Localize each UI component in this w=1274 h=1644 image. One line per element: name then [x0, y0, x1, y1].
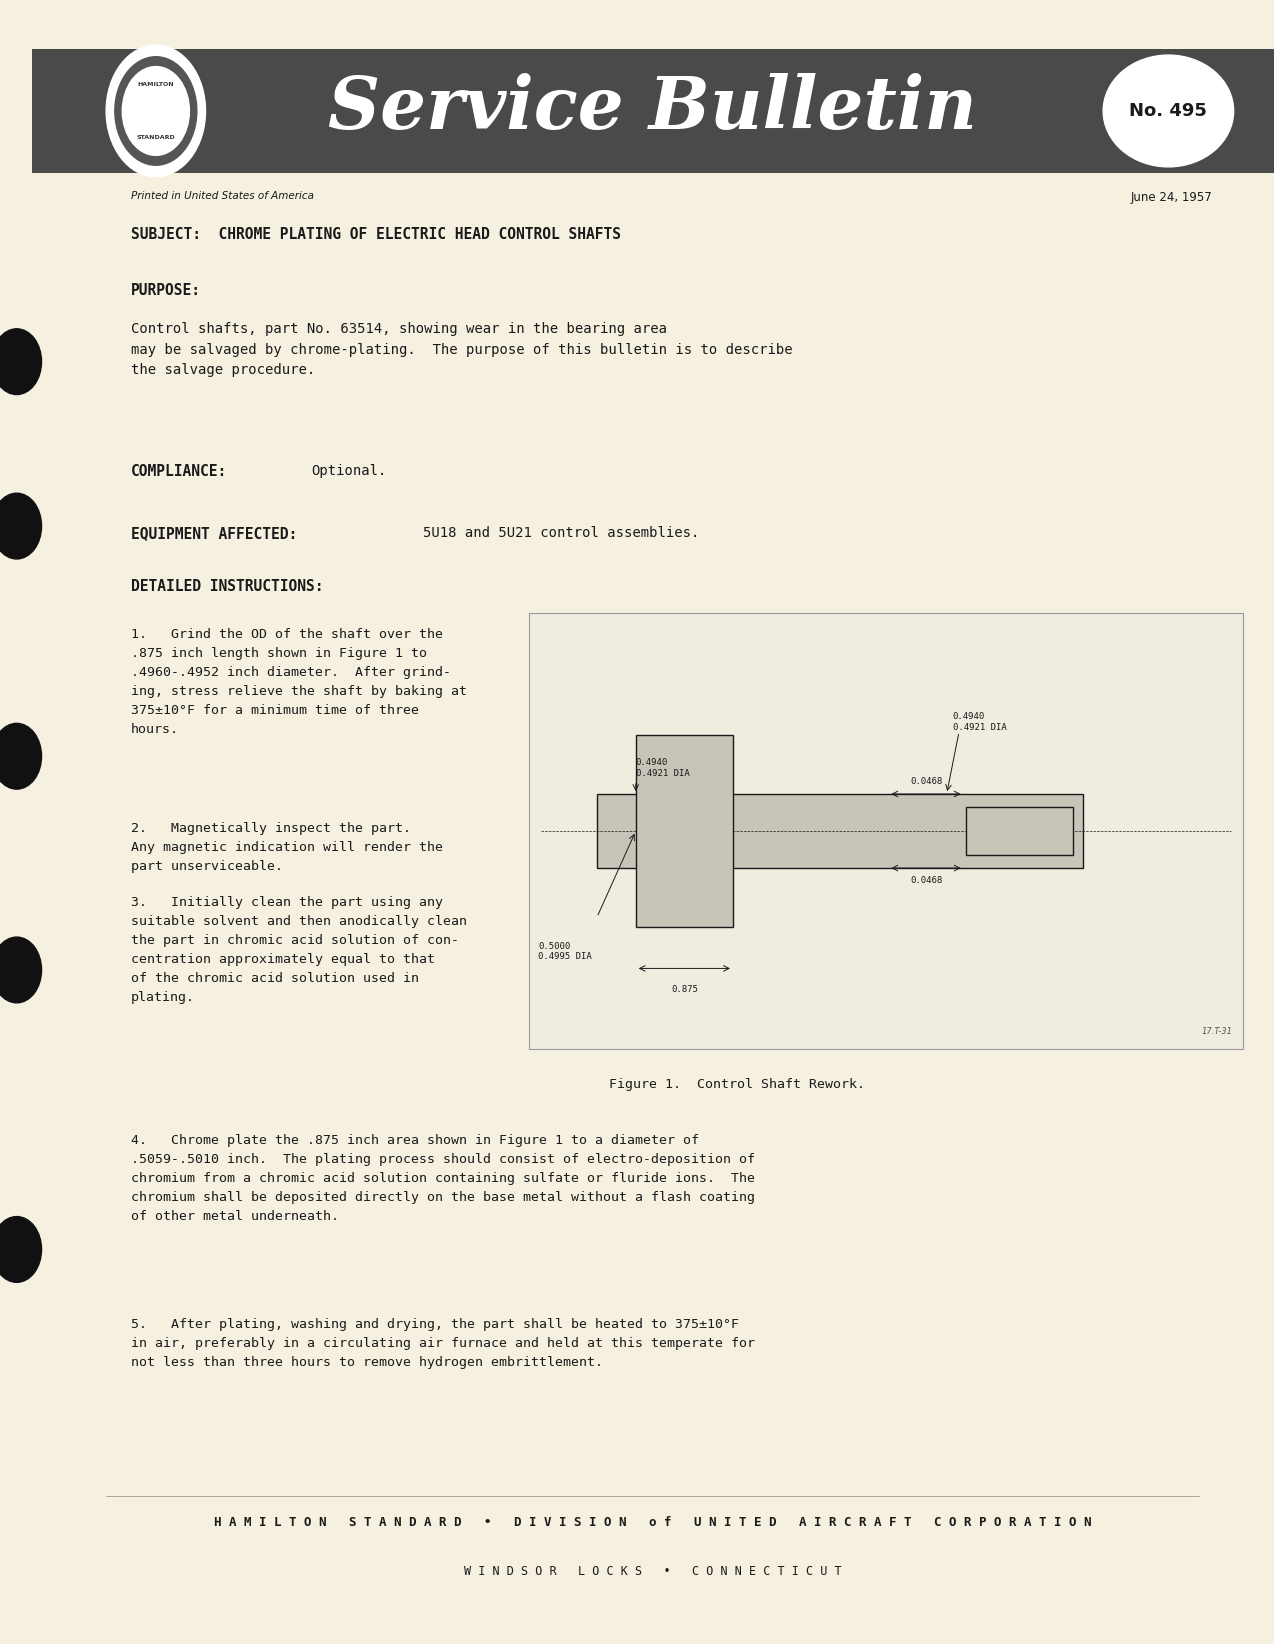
- Text: 17.T-31: 17.T-31: [1201, 1028, 1233, 1036]
- Text: 0.0468: 0.0468: [910, 778, 943, 786]
- Circle shape: [0, 723, 42, 789]
- Text: 0.0468: 0.0468: [910, 876, 943, 884]
- Circle shape: [122, 67, 190, 155]
- Text: HAMILTON: HAMILTON: [138, 82, 175, 87]
- FancyBboxPatch shape: [966, 807, 1073, 855]
- Text: SUBJECT:  CHROME PLATING OF ELECTRIC HEAD CONTROL SHAFTS: SUBJECT: CHROME PLATING OF ELECTRIC HEAD…: [131, 227, 620, 242]
- Text: COMPLIANCE:: COMPLIANCE:: [131, 464, 227, 478]
- Circle shape: [115, 58, 197, 166]
- Circle shape: [0, 493, 42, 559]
- Text: H A M I L T O N   S T A N D A R D   •   D I V I S I O N   o f   U N I T E D   A : H A M I L T O N S T A N D A R D • D I V …: [214, 1516, 1092, 1529]
- FancyBboxPatch shape: [529, 613, 1243, 1049]
- Circle shape: [0, 1217, 42, 1282]
- Text: W I N D S O R   L O C K S   •   C O N N E C T I C U T: W I N D S O R L O C K S • C O N N E C T …: [464, 1565, 842, 1578]
- Text: 0.4940
0.4921 DIA: 0.4940 0.4921 DIA: [636, 758, 689, 778]
- FancyBboxPatch shape: [32, 49, 1274, 173]
- FancyBboxPatch shape: [598, 794, 1083, 868]
- Text: PURPOSE:: PURPOSE:: [131, 283, 201, 298]
- FancyBboxPatch shape: [636, 735, 733, 927]
- Circle shape: [0, 329, 42, 395]
- Circle shape: [106, 46, 205, 178]
- Text: 2.   Magnetically inspect the part.
Any magnetic indication will render the
part: 2. Magnetically inspect the part. Any ma…: [131, 822, 443, 873]
- Text: 0.875: 0.875: [671, 985, 698, 995]
- Bar: [32, 0, 1274, 49]
- Text: Control shafts, part No. 63514, showing wear in the bearing area
may be salvaged: Control shafts, part No. 63514, showing …: [131, 322, 792, 378]
- Circle shape: [0, 937, 42, 1003]
- Text: 0.4940
0.4921 DIA: 0.4940 0.4921 DIA: [953, 712, 1006, 732]
- Text: June 24, 1957: June 24, 1957: [1130, 191, 1212, 204]
- Text: 5U18 and 5U21 control assemblies.: 5U18 and 5U21 control assemblies.: [423, 526, 699, 541]
- Text: 4.   Chrome plate the .875 inch area shown in Figure 1 to a diameter of
.5059-.5: 4. Chrome plate the .875 inch area shown…: [131, 1134, 755, 1223]
- Text: 0.5000
0.4995 DIA: 0.5000 0.4995 DIA: [539, 942, 592, 962]
- Text: Service Bulletin: Service Bulletin: [329, 72, 977, 145]
- Text: Optional.: Optional.: [311, 464, 386, 478]
- Ellipse shape: [1103, 56, 1233, 168]
- Text: 1.   Grind the OD of the shaft over the
.875 inch length shown in Figure 1 to
.4: 1. Grind the OD of the shaft over the .8…: [131, 628, 468, 737]
- Text: STANDARD: STANDARD: [136, 135, 176, 140]
- Text: No. 495: No. 495: [1130, 102, 1208, 120]
- Text: EQUIPMENT AFFECTED:: EQUIPMENT AFFECTED:: [131, 526, 297, 541]
- Text: Figure 1.  Control Shaft Rework.: Figure 1. Control Shaft Rework.: [609, 1078, 865, 1092]
- Text: 3.   Initially clean the part using any
suitable solvent and then anodically cle: 3. Initially clean the part using any su…: [131, 896, 468, 1004]
- Text: 5.   After plating, washing and drying, the part shall be heated to 375±10°F
in : 5. After plating, washing and drying, th…: [131, 1318, 755, 1369]
- Text: DETAILED INSTRUCTIONS:: DETAILED INSTRUCTIONS:: [131, 579, 324, 593]
- Text: Printed in United States of America: Printed in United States of America: [131, 191, 313, 201]
